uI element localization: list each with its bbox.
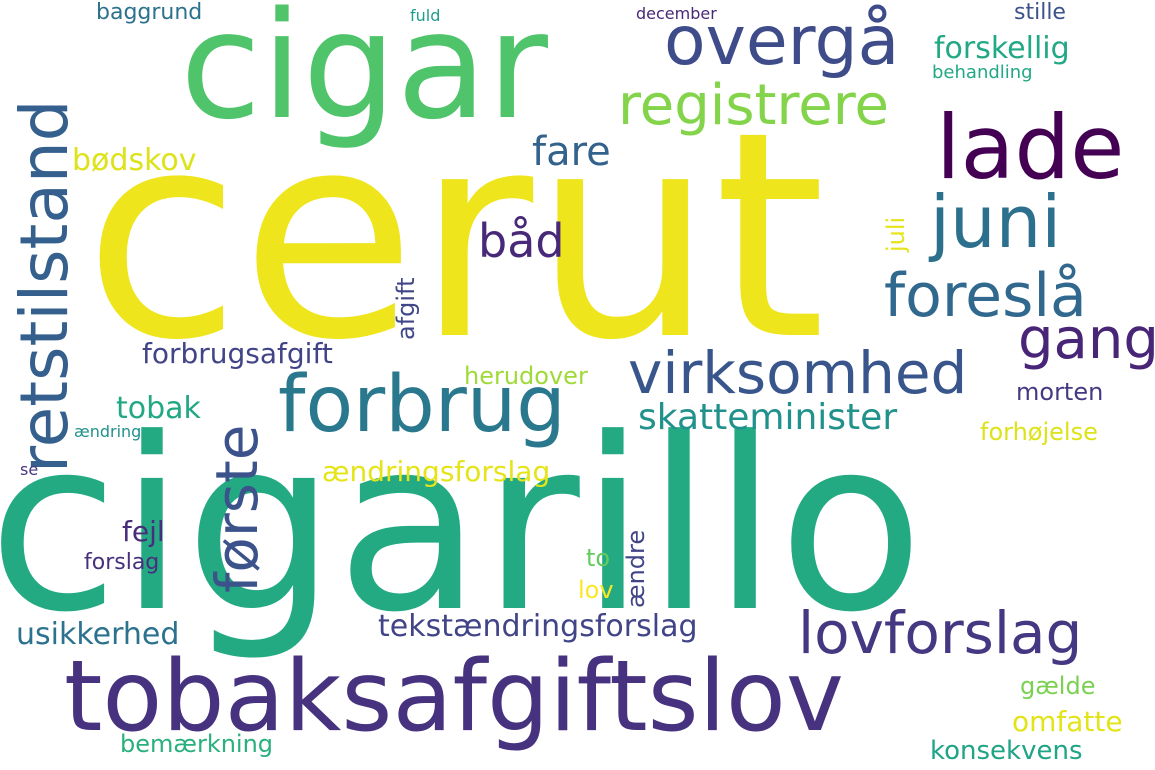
word-aendring: ændring — [74, 422, 142, 441]
word-lade: lade — [936, 96, 1125, 199]
word-baad: båd — [478, 214, 565, 268]
word-virksomhed: virksomhed — [628, 339, 968, 407]
word-fuld: fuld — [410, 6, 441, 25]
word-bodskov: bødskov — [72, 143, 197, 178]
word-forskellig: forskellig — [934, 31, 1070, 66]
word-afgift: afgift — [392, 277, 420, 341]
word-forbrugsafgift: forbrugsafgift — [142, 337, 333, 370]
word-herudover: herudover — [464, 362, 588, 390]
word-fejl: fejl — [122, 515, 165, 548]
word-forhojelse: forhøjelse — [980, 418, 1098, 446]
word-behandling: behandling — [932, 62, 1033, 83]
word-lov: lov — [578, 576, 614, 604]
word-baggrund: baggrund — [96, 0, 203, 25]
word-retstilstand: retstilstand — [6, 99, 83, 473]
word-fare: fare — [532, 129, 611, 175]
word-forbrug: forbrug — [278, 360, 566, 450]
word-konsekvens: konsekvens — [930, 736, 1083, 766]
word-cerut: cerut — [84, 71, 826, 403]
word-juli: juli — [882, 216, 910, 252]
word-morten: morten — [1016, 378, 1104, 406]
word-aendringsforslag: ændringsforslag — [322, 455, 551, 488]
word-juni: juni — [930, 180, 1062, 264]
word-se: se — [20, 460, 39, 479]
word-bemaerkning: bemærkning — [120, 730, 274, 758]
word-skatteminister: skatteminister — [638, 397, 898, 438]
word-gaelde: gælde — [1020, 672, 1096, 700]
word-forslag: forslag — [84, 550, 160, 575]
word-gang: gang — [1018, 307, 1155, 372]
word-tobak: tobak — [116, 391, 201, 426]
word-tekstaendringsforslag: tekstændringsforslag — [378, 609, 698, 644]
word-foresla: foreslå — [884, 261, 1087, 331]
word-lovforslag: lovforslag — [798, 599, 1083, 667]
word-registrere: registrere — [618, 73, 889, 138]
word-cigarillo: cigarillo — [0, 388, 924, 665]
word-december: december — [636, 4, 717, 23]
word-usikkerhed: usikkerhed — [16, 617, 180, 652]
word-stille: stille — [1014, 0, 1066, 25]
word-to: to — [586, 544, 611, 572]
word-forste: første — [203, 424, 271, 593]
word-aendre: ændre — [622, 529, 650, 608]
word-omfatte: omfatte — [1012, 705, 1123, 738]
word-overga: overgå — [664, 2, 900, 81]
word-tobaksafgiftslov: tobaksafgiftslov — [64, 640, 844, 754]
word-cigar: cigar — [180, 0, 548, 152]
